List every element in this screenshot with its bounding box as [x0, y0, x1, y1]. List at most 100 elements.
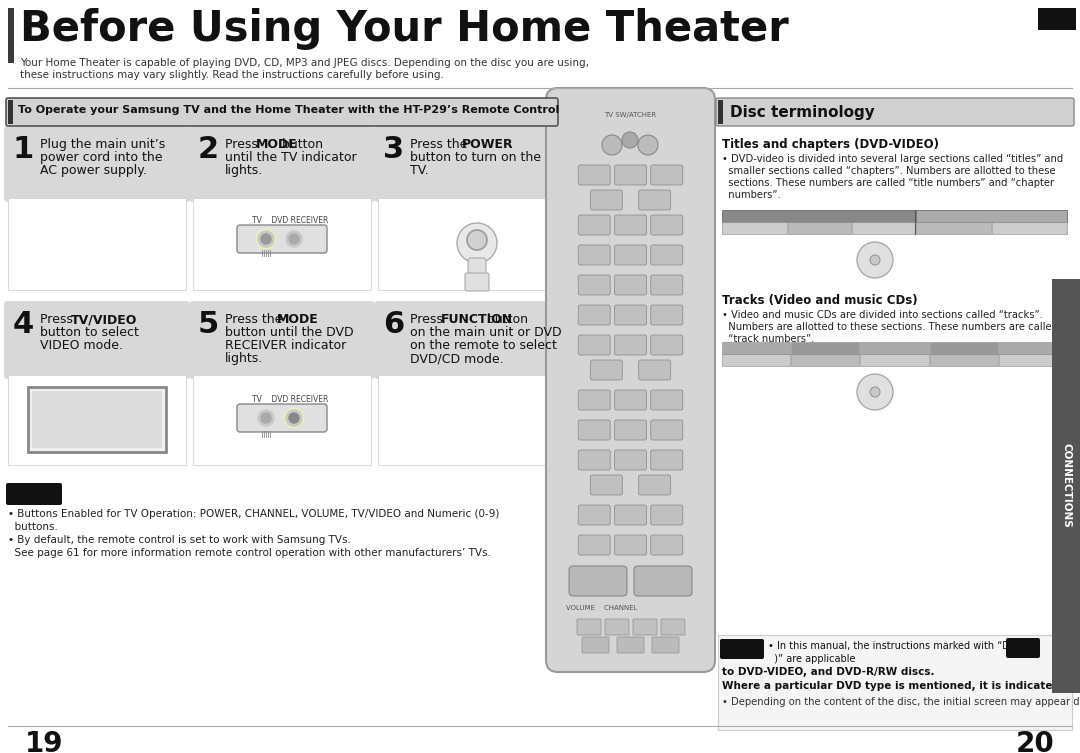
- FancyBboxPatch shape: [578, 390, 610, 410]
- Bar: [999, 342, 1067, 354]
- Text: on the main unit or DVD: on the main unit or DVD: [410, 326, 562, 339]
- Bar: [8, 375, 186, 465]
- FancyBboxPatch shape: [1005, 638, 1040, 658]
- FancyBboxPatch shape: [591, 360, 622, 380]
- FancyBboxPatch shape: [720, 639, 764, 659]
- FancyBboxPatch shape: [569, 566, 627, 596]
- Text: Disc terminology: Disc terminology: [730, 105, 875, 120]
- Circle shape: [258, 410, 274, 426]
- Text: CHAPTER 1: CHAPTER 1: [937, 225, 971, 230]
- Text: CHAPTER 1: CHAPTER 1: [739, 225, 771, 230]
- FancyBboxPatch shape: [468, 258, 486, 286]
- Bar: [792, 354, 860, 366]
- Text: Tracks (Video and music CDs): Tracks (Video and music CDs): [723, 294, 918, 307]
- Text: Before Using Your Home Theater: Before Using Your Home Theater: [21, 8, 788, 50]
- Text: TITLE 1: TITLE 1: [804, 212, 835, 221]
- FancyBboxPatch shape: [651, 305, 683, 325]
- Circle shape: [289, 234, 299, 244]
- Text: TRACK 2: TRACK 2: [813, 358, 838, 362]
- FancyBboxPatch shape: [591, 475, 622, 495]
- FancyBboxPatch shape: [578, 450, 610, 470]
- FancyBboxPatch shape: [237, 404, 327, 432]
- Circle shape: [858, 242, 893, 278]
- Text: • Video and music CDs are divided into sections called “tracks”.: • Video and music CDs are divided into s…: [723, 310, 1043, 320]
- Text: button: button: [483, 313, 528, 326]
- Text: CHAPTER 2: CHAPTER 2: [804, 225, 837, 230]
- Text: TRACK 1: TRACK 1: [744, 358, 769, 362]
- Text: lights.: lights.: [225, 164, 264, 177]
- FancyBboxPatch shape: [237, 225, 327, 253]
- Text: Plug the main unit’s: Plug the main unit’s: [40, 138, 165, 151]
- Text: numbers”.: numbers”.: [723, 190, 781, 200]
- Circle shape: [870, 387, 880, 397]
- Circle shape: [622, 132, 638, 148]
- Text: TV/VIDEO: TV/VIDEO: [71, 313, 137, 326]
- FancyBboxPatch shape: [651, 505, 683, 525]
- FancyBboxPatch shape: [6, 483, 62, 505]
- Circle shape: [467, 230, 487, 250]
- FancyBboxPatch shape: [578, 165, 610, 185]
- FancyBboxPatch shape: [578, 305, 610, 325]
- Bar: [861, 342, 929, 354]
- Text: TRACK 3: TRACK 3: [882, 358, 907, 362]
- Text: Numbers are allotted to these sections. These numbers are called: Numbers are allotted to these sections. …: [723, 322, 1058, 332]
- Bar: [193, 375, 372, 465]
- FancyBboxPatch shape: [716, 98, 1074, 126]
- FancyBboxPatch shape: [651, 535, 683, 555]
- FancyBboxPatch shape: [578, 420, 610, 440]
- Bar: [788, 222, 851, 234]
- Text: 2: 2: [198, 135, 219, 164]
- Circle shape: [858, 374, 893, 410]
- Text: )” are applicable: )” are applicable: [768, 654, 855, 664]
- FancyBboxPatch shape: [634, 566, 692, 596]
- Circle shape: [457, 223, 497, 263]
- Text: TRACK 5: TRACK 5: [1021, 358, 1045, 362]
- FancyBboxPatch shape: [651, 390, 683, 410]
- FancyBboxPatch shape: [578, 275, 610, 295]
- Circle shape: [870, 255, 880, 265]
- FancyBboxPatch shape: [615, 450, 647, 470]
- Text: MODE: MODE: [256, 138, 298, 151]
- Bar: [378, 198, 556, 290]
- Text: See page 61 for more information remote control operation with other manufacture: See page 61 for more information remote …: [8, 548, 491, 558]
- Text: Press: Press: [225, 138, 261, 151]
- Bar: [991, 222, 1067, 234]
- Text: • In this manual, the instructions marked with “DVD (: • In this manual, the instructions marke…: [768, 641, 1031, 651]
- FancyBboxPatch shape: [578, 535, 610, 555]
- Text: TRACK 4: TRACK 4: [951, 358, 976, 362]
- Circle shape: [258, 231, 274, 247]
- Circle shape: [638, 135, 658, 155]
- Text: Press: Press: [410, 313, 447, 326]
- Text: Where a particular DVD type is mentioned, it is indicated separately.: Where a particular DVD type is mentioned…: [723, 681, 1080, 691]
- Text: 5: 5: [198, 310, 219, 339]
- Text: CONNECTIONS: CONNECTIONS: [1061, 444, 1071, 528]
- Text: “track numbers”.: “track numbers”.: [723, 334, 814, 344]
- Bar: [28, 387, 166, 452]
- Bar: [723, 354, 791, 366]
- Text: Note: Note: [19, 489, 49, 499]
- FancyBboxPatch shape: [189, 126, 375, 202]
- Text: Titles and chapters (DVD-VIDEO): Titles and chapters (DVD-VIDEO): [723, 138, 939, 151]
- Bar: [792, 342, 860, 354]
- FancyBboxPatch shape: [638, 360, 671, 380]
- FancyBboxPatch shape: [615, 535, 647, 555]
- Bar: [861, 354, 929, 366]
- Text: To Operate your Samsung TV and the Home Theater with the HT-P29’s Remote Control: To Operate your Samsung TV and the Home …: [18, 105, 559, 115]
- FancyBboxPatch shape: [577, 619, 600, 635]
- Text: TV.: TV.: [410, 164, 429, 177]
- Bar: [930, 354, 998, 366]
- Bar: [718, 100, 723, 124]
- FancyBboxPatch shape: [465, 273, 489, 291]
- Bar: [8, 100, 13, 124]
- FancyBboxPatch shape: [4, 301, 190, 379]
- Circle shape: [286, 231, 302, 247]
- FancyBboxPatch shape: [578, 505, 610, 525]
- Text: CHAPTER 2: CHAPTER 2: [1013, 225, 1047, 230]
- Text: MODE: MODE: [276, 313, 319, 326]
- Circle shape: [602, 135, 622, 155]
- FancyBboxPatch shape: [638, 475, 671, 495]
- Text: Press the: Press the: [410, 138, 471, 151]
- FancyBboxPatch shape: [633, 619, 657, 635]
- FancyBboxPatch shape: [615, 390, 647, 410]
- FancyBboxPatch shape: [651, 420, 683, 440]
